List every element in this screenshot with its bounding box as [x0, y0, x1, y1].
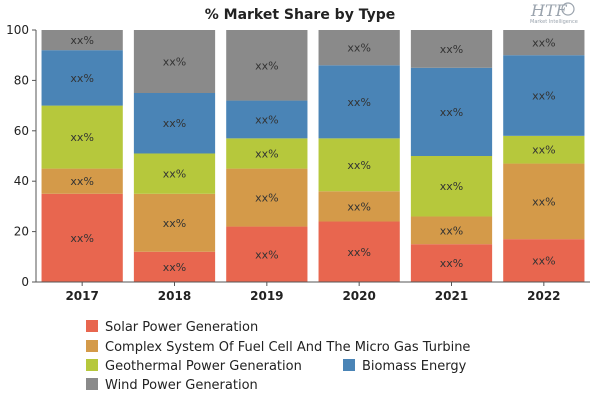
bar-segment: [503, 239, 585, 282]
segment-label: xx%: [532, 90, 555, 103]
x-tick-label: 2020: [342, 289, 375, 303]
bar-segment: [503, 163, 585, 240]
bar-segment: [133, 93, 216, 154]
segment-label: xx%: [532, 37, 555, 50]
bar-segment: [318, 191, 400, 222]
legend-label: Complex System Of Fuel Cell And The Micr…: [105, 340, 470, 355]
segment-label: xx%: [440, 43, 463, 56]
bar-segment: [503, 30, 585, 56]
y-tick-label: 100: [6, 23, 29, 37]
segment-label: xx%: [163, 217, 186, 230]
segment-label: xx%: [347, 246, 370, 259]
y-axis: 0 20 40 60 80 100: [6, 23, 37, 289]
globe-icon: [561, 2, 575, 16]
bar-segment: [318, 138, 400, 192]
segment-label: xx%: [163, 56, 186, 69]
legend-label: Biomass Energy: [362, 359, 467, 374]
legend: Solar Power Generation Complex System Of …: [86, 320, 470, 393]
y-tick-label: 20: [14, 225, 29, 239]
bar-segment: [226, 138, 308, 169]
legend-label: Wind Power Generation: [105, 378, 258, 393]
bar-segment: [133, 251, 216, 282]
bar-segment: [503, 135, 585, 164]
segment-label: xx%: [163, 117, 186, 130]
bar-segment: [41, 168, 123, 194]
x-axis: 2017 2018 2019 2020 2021 2022: [36, 281, 590, 303]
segment-label: xx%: [532, 255, 555, 268]
x-tick-label: 2019: [250, 289, 283, 303]
y-tick-label: 40: [14, 174, 29, 188]
legend-swatch: [86, 320, 98, 332]
bar-segment: [226, 100, 308, 139]
segment-label: xx%: [440, 224, 463, 237]
segment-label: xx%: [440, 257, 463, 270]
segment-label: xx%: [70, 232, 93, 245]
segment-label: xx%: [255, 248, 278, 261]
segment-label: xx%: [255, 113, 278, 126]
legend-label: Solar Power Generation: [105, 320, 258, 335]
segment-label: xx%: [163, 261, 186, 274]
bar-segment: [318, 65, 400, 139]
chart-title: % Market Share by Type: [205, 7, 396, 23]
segment-label: xx%: [70, 175, 93, 188]
bar-segment: [410, 67, 493, 156]
segment-label: xx%: [347, 200, 370, 213]
bar-segment: [410, 244, 493, 282]
segment-label: xx%: [532, 144, 555, 157]
x-tick-label: 2018: [158, 289, 191, 303]
bar-segment: [41, 105, 123, 169]
legend-swatch: [86, 378, 98, 390]
legend-swatch: [86, 359, 98, 371]
x-tick-label: 2021: [435, 289, 468, 303]
segment-label: xx%: [255, 147, 278, 160]
bar-segment: [410, 30, 493, 68]
logo-mark: HTF: [530, 1, 568, 20]
bar-segment: [318, 221, 400, 282]
brand-logo: HTF Market Intelligence: [530, 1, 578, 25]
bar-segment: [410, 216, 493, 245]
segment-label: xx%: [347, 96, 370, 109]
y-tick-label: 80: [14, 73, 29, 87]
logo-tagline: Market Intelligence: [530, 19, 578, 25]
bar-segment: [318, 30, 400, 66]
bars: xx% xx% xx% xx% xx% xx% xx% xx% xx% xx% xx% xx% xx% x…: [41, 30, 585, 282]
y-tick-label: 0: [21, 275, 29, 289]
segment-label: xx%: [255, 59, 278, 72]
x-tick-label: 2017: [65, 289, 98, 303]
segment-label: xx%: [440, 106, 463, 119]
segment-label: xx%: [440, 180, 463, 193]
bar-segment: [41, 30, 123, 51]
segment-label: xx%: [347, 42, 370, 55]
bar-segment: [410, 156, 493, 217]
legend-swatch: [343, 359, 355, 371]
bar-segment: [226, 226, 308, 282]
legend-label: Geothermal Power Generation: [105, 359, 302, 374]
segment-label: xx%: [163, 168, 186, 181]
bar-segment: [226, 168, 308, 227]
bar-segment: [41, 193, 123, 282]
bar-segment: [503, 55, 585, 136]
legend-swatch: [86, 340, 98, 352]
segment-label: xx%: [70, 34, 93, 47]
bar-segment: [226, 30, 308, 101]
segment-label: xx%: [70, 131, 93, 144]
bar-segment: [133, 153, 216, 194]
bar-segment: [41, 50, 123, 106]
y-tick-label: 60: [14, 124, 29, 138]
bar-segment: [133, 193, 216, 252]
bar-segment: [133, 30, 216, 93]
segment-label: xx%: [255, 192, 278, 205]
x-tick-label: 2022: [527, 289, 560, 303]
segment-label: xx%: [347, 159, 370, 172]
segment-label: xx%: [70, 72, 93, 85]
segment-label: xx%: [532, 195, 555, 208]
